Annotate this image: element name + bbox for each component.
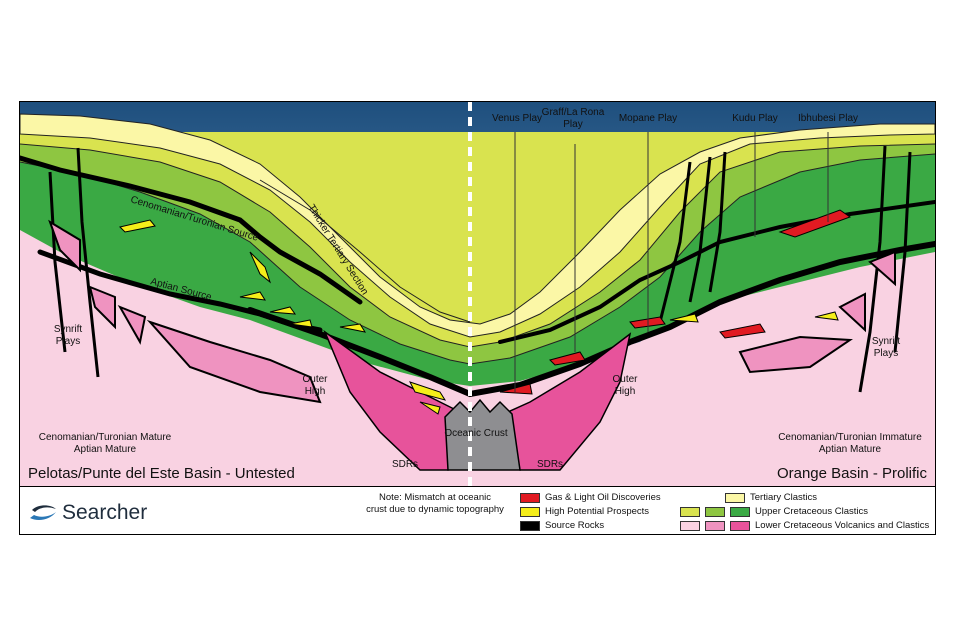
faults	[48, 145, 912, 393]
maturity-right-label-2: Aptian Mature	[819, 444, 882, 455]
right-basin-title: Orange Basin - Prolific	[776, 465, 927, 482]
oceanic-crust-label: Oceanic Crust	[444, 428, 508, 439]
upper-cret-dark-swatch	[730, 506, 750, 517]
maturity-right-label: Cenomanian/Turonian Immature	[778, 432, 922, 443]
searcher-logo: Searcher	[28, 500, 147, 526]
synrift-right-label-2: Plays	[874, 348, 898, 359]
legend-gas: Gas & Light Oil Discoveries	[520, 492, 661, 503]
legend-source: Source Rocks	[520, 520, 604, 531]
legend-upper-cretaceous-label: Upper Cretaceous Clastics	[755, 506, 868, 517]
legend-lower-cretaceous: Lower Cretaceous Volcanics and Clastics	[680, 520, 929, 531]
left-basin-title: Pelotas/Punte del Este Basin - Untested	[28, 465, 295, 482]
play-label-graff: Graff/La Rona	[542, 107, 605, 118]
oceanic-crust	[444, 398, 521, 471]
play-label-ibhubesi: Ibhubesi Play	[798, 113, 858, 124]
outer-high-left-label: Outer	[302, 374, 328, 385]
legend-prospects: High Potential Prospects	[520, 506, 649, 517]
tertiary-swatch	[725, 492, 745, 503]
outer-high-left-label-2: High	[305, 386, 326, 397]
upper-cret-light-swatch	[680, 506, 700, 517]
legend-source-label: Source Rocks	[545, 520, 605, 531]
upper-cret-mid-swatch	[705, 506, 725, 517]
play-label-mopane: Mopane Play	[619, 113, 677, 124]
brand-name: Searcher	[62, 501, 148, 524]
play-label-venus: Venus Play	[492, 113, 542, 124]
legend-tertiary-label: Tertiary Clastics	[750, 492, 818, 503]
gas-swatch	[520, 492, 540, 503]
lower-cret-pale-swatch	[680, 520, 700, 531]
sdrs-left-label: SDRs	[392, 459, 418, 470]
tertiary-clastics	[20, 113, 935, 338]
geologic-cross-section: Venus Play Graff/La Rona Play Mopane Pla…	[20, 102, 935, 486]
note-line-2: crust due to dynamic topography	[366, 504, 504, 515]
legend-bar	[20, 486, 935, 534]
outer-high-right-label-2: High	[615, 386, 636, 397]
maturity-left-label: Cenomanian/Turonian Mature	[39, 432, 172, 443]
legend-gas-label: Gas & Light Oil Discoveries	[545, 492, 661, 503]
source-swatch	[520, 520, 540, 531]
synrift-wedges	[48, 219, 896, 404]
legend-prospects-label: High Potential Prospects	[545, 506, 650, 517]
legend-lower-cretaceous-label: Lower Cretaceous Volcanics and Clastics	[755, 520, 930, 531]
play-label-graff-2: Play	[563, 119, 582, 130]
lower-cret-hot-swatch	[730, 520, 750, 531]
legend-upper-cretaceous: Upper Cretaceous Clastics	[680, 506, 868, 517]
legend-tertiary: Tertiary Clastics	[725, 492, 817, 503]
lower-cretaceous-basement	[20, 132, 935, 486]
synrift-right-label: Synrift	[872, 336, 901, 347]
dynamic-topography-note: Note: Mismatch at oceanic crust due to d…	[360, 492, 510, 516]
sdrs-right-label: SDRs	[537, 459, 563, 470]
high-potential-prospects	[119, 219, 839, 415]
outer-high-right-label: Outer	[612, 374, 638, 385]
prospect-swatch	[520, 506, 540, 517]
play-indicator-lines	[514, 132, 829, 392]
lower-cret-mid-swatch	[705, 520, 725, 531]
play-label-kudu: Kudu Play	[732, 113, 778, 124]
cross-section-figure: Venus Play Graff/La Rona Play Mopane Pla…	[19, 101, 936, 535]
note-line-1: Note: Mismatch at oceanic	[379, 492, 491, 503]
synrift-left-label: Synrift	[54, 324, 83, 335]
synrift-left-label-2: Plays	[56, 336, 80, 347]
searcher-swoosh-icon	[30, 505, 56, 520]
maturity-left-label-2: Aptian Mature	[74, 444, 137, 455]
